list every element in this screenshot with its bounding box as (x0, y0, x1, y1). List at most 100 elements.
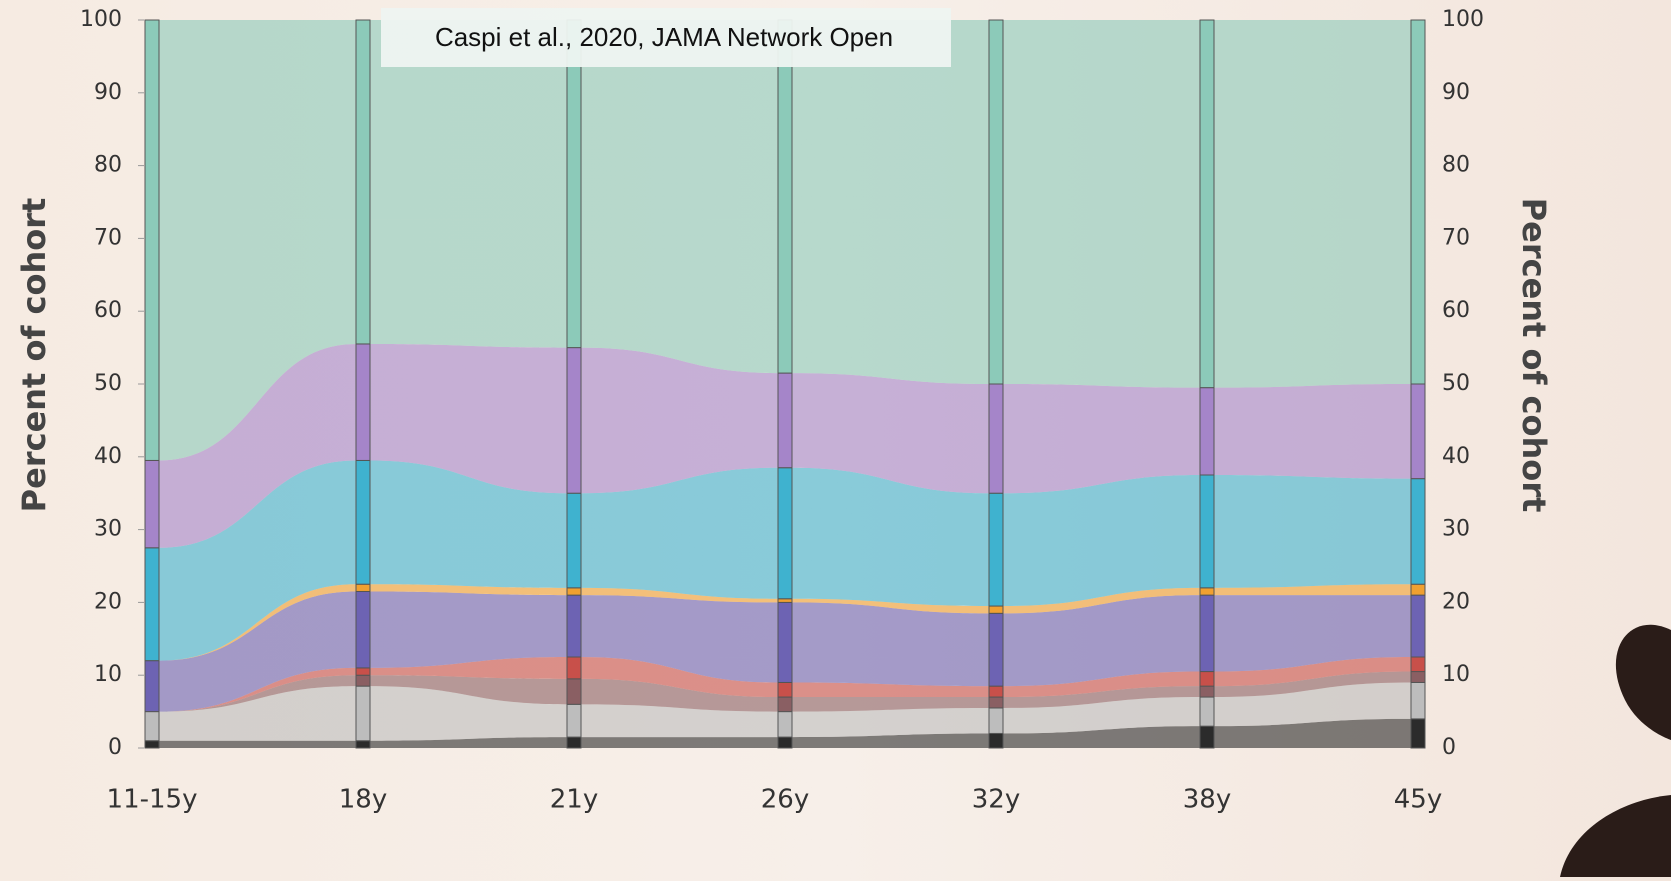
flow (159, 343, 356, 548)
y2-tick-label: 70 (1442, 225, 1470, 250)
flow (581, 20, 778, 374)
node (144, 660, 160, 713)
flow (1003, 384, 1200, 494)
flow (159, 584, 356, 661)
node (144, 740, 160, 749)
y-tick-label: 80 (94, 153, 122, 178)
node (566, 594, 582, 658)
flow (581, 657, 778, 698)
flow (1003, 726, 1200, 748)
node (1199, 474, 1215, 589)
flow (581, 678, 778, 712)
node (777, 598, 793, 603)
flow (581, 704, 778, 738)
node (355, 583, 371, 592)
flow (370, 343, 567, 494)
flow (1214, 595, 1411, 672)
flow (159, 675, 356, 712)
flow (792, 20, 989, 384)
flow (1003, 697, 1200, 734)
flow (792, 598, 989, 614)
flow (1214, 384, 1411, 479)
y2-tick-label: 30 (1442, 517, 1470, 542)
flow (1214, 584, 1411, 596)
x-tick-label: 21y (550, 785, 598, 815)
node (355, 459, 371, 585)
y-tick-label: 100 (80, 7, 122, 32)
flow (1003, 587, 1200, 614)
annotation-box (381, 8, 951, 67)
x-tick-label: 45y (1394, 785, 1442, 815)
node (1410, 671, 1426, 683)
y2-tick-label: 50 (1442, 371, 1470, 396)
y-tick-label: 60 (94, 298, 122, 323)
flow (159, 740, 356, 748)
flow (792, 682, 989, 698)
node (777, 19, 793, 374)
node (355, 674, 371, 687)
flow (159, 591, 356, 712)
decoration (1560, 795, 1671, 877)
y2-tick-label: 40 (1442, 444, 1470, 469)
flow (792, 373, 989, 494)
node (1199, 587, 1215, 596)
flow (1003, 671, 1200, 698)
node (988, 685, 1004, 698)
y2-tick-label: 60 (1442, 298, 1470, 323)
node (355, 740, 371, 749)
node (144, 19, 160, 461)
node (1199, 671, 1215, 687)
flow (1003, 475, 1200, 607)
node (988, 605, 1004, 614)
x-tick-label: 26y (761, 785, 809, 815)
node (566, 736, 582, 749)
node (355, 19, 371, 345)
flow (370, 20, 567, 348)
flow (370, 737, 567, 748)
node (355, 343, 371, 461)
node (566, 587, 582, 596)
node (1199, 387, 1215, 476)
node (144, 711, 160, 742)
node (1410, 478, 1426, 585)
node (144, 547, 160, 662)
node (1199, 725, 1215, 749)
flow (1214, 682, 1411, 727)
y-tick-label: 40 (94, 444, 122, 469)
flow (792, 467, 989, 607)
node (988, 492, 1004, 607)
y2-tick-label: 90 (1442, 80, 1470, 105)
node (1410, 19, 1426, 385)
node (1410, 681, 1426, 720)
flow (370, 460, 567, 588)
node (777, 467, 793, 600)
node (988, 696, 1004, 709)
node (988, 612, 1004, 687)
y-tick-label: 70 (94, 225, 122, 250)
node (1410, 583, 1426, 596)
y-axis-title: Percent of cohort (15, 198, 53, 513)
node (988, 19, 1004, 385)
y2-axis-title: Percent of cohort (1515, 198, 1553, 513)
node (988, 383, 1004, 494)
node (355, 667, 371, 676)
flow (370, 591, 567, 668)
node (1410, 594, 1426, 658)
node (1199, 696, 1215, 727)
flow (581, 347, 778, 494)
flow (792, 733, 989, 748)
flow (1214, 718, 1411, 748)
flow (370, 675, 567, 705)
flow (370, 657, 567, 679)
node (566, 703, 582, 738)
flow (1214, 671, 1411, 698)
y-tick-label: 0 (108, 735, 122, 760)
node (1199, 19, 1215, 389)
y2-tick-label: 100 (1442, 7, 1484, 32)
flow (581, 467, 778, 599)
node (566, 678, 582, 705)
node (1410, 718, 1426, 749)
flow (159, 20, 356, 461)
x-tick-label: 11-15y (107, 785, 198, 815)
